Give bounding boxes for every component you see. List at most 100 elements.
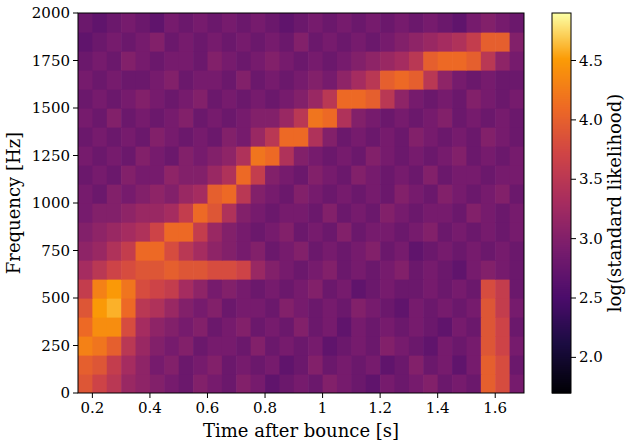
heatmap-cell	[92, 165, 107, 185]
heatmap-cell	[366, 355, 381, 375]
heatmap-cell	[78, 184, 93, 204]
heatmap-cell	[236, 32, 251, 52]
heatmap-cell	[308, 165, 323, 185]
heatmap-cell	[351, 279, 366, 299]
heatmap-cell	[510, 241, 524, 261]
heatmap-cell	[366, 222, 381, 242]
heatmap-cell	[466, 108, 481, 128]
heatmap-cell	[78, 374, 93, 393]
heatmap-cell	[366, 260, 381, 280]
heatmap-cell	[193, 13, 208, 33]
heatmap-cell	[207, 279, 222, 299]
heatmap-cell	[78, 32, 93, 52]
heatmap-cell	[279, 279, 294, 299]
heatmap-cell	[207, 203, 222, 223]
heatmap-cell	[409, 146, 424, 166]
heatmap-cell	[107, 13, 122, 33]
heatmap-cell	[380, 146, 395, 166]
heatmap-cell	[510, 146, 524, 166]
y-tick	[73, 203, 78, 204]
heatmap-cell	[136, 203, 151, 223]
heatmap-cell	[207, 165, 222, 185]
heatmap-cell	[222, 336, 237, 356]
heatmap-cell	[279, 51, 294, 71]
heatmap-cell	[294, 70, 309, 90]
heatmap-cell	[294, 374, 309, 393]
heatmap-cell	[452, 203, 467, 223]
heatmap-cell	[438, 32, 453, 52]
heatmap-cell	[136, 260, 151, 280]
y-tick	[73, 345, 78, 346]
heatmap-cell	[481, 260, 496, 280]
heatmap-cell	[207, 32, 222, 52]
heatmap-cell	[323, 355, 338, 375]
x-tick-label: 0.8	[253, 399, 277, 417]
heatmap-cell	[337, 260, 352, 280]
heatmap-cell	[136, 51, 151, 71]
heatmap-cell	[107, 298, 122, 318]
heatmap-cell	[481, 317, 496, 337]
heatmap-cell	[366, 336, 381, 356]
heatmap-cell	[481, 70, 496, 90]
heatmap-cell	[236, 279, 251, 299]
heatmap-cell	[222, 89, 237, 109]
heatmap-cell	[179, 13, 194, 33]
heatmap-cell	[294, 336, 309, 356]
heatmap-cell	[121, 32, 136, 52]
heatmap-cell	[351, 355, 366, 375]
heatmap-cell	[452, 298, 467, 318]
y-tick-label: 500	[41, 289, 70, 307]
heatmap-cell	[92, 108, 107, 128]
heatmap-cell	[294, 51, 309, 71]
heatmap-cell	[150, 70, 165, 90]
heatmap-cell	[193, 70, 208, 90]
heatmap-cell	[222, 146, 237, 166]
heatmap-cell	[308, 260, 323, 280]
heatmap-cell	[495, 241, 510, 261]
heatmap-cell	[78, 317, 93, 337]
heatmap-cell	[236, 70, 251, 90]
heatmap-cell	[279, 241, 294, 261]
heatmap-cell	[279, 13, 294, 33]
heatmap-cell	[366, 146, 381, 166]
heatmap-cell	[150, 260, 165, 280]
heatmap-cell	[179, 317, 194, 337]
heatmap-cell	[164, 298, 179, 318]
heatmap-cell	[438, 374, 453, 393]
heatmap-cell	[107, 222, 122, 242]
x-tick	[207, 393, 208, 398]
heatmap-cell	[265, 298, 280, 318]
heatmap-cell	[481, 298, 496, 318]
heatmap-cell	[510, 184, 524, 204]
heatmap-cell	[193, 165, 208, 185]
heatmap-cell	[193, 241, 208, 261]
heatmap-cell	[164, 184, 179, 204]
heatmap-cell	[466, 374, 481, 393]
heatmap-cell	[438, 108, 453, 128]
heatmap-cell	[78, 336, 93, 356]
heatmap-cell	[438, 279, 453, 299]
heatmap-cell	[366, 108, 381, 128]
heatmap-cell	[423, 127, 438, 147]
heatmap-cell	[150, 374, 165, 393]
heatmap-cell	[107, 260, 122, 280]
heatmap-cell	[308, 89, 323, 109]
heatmap-cell	[78, 146, 93, 166]
heatmap-cell	[409, 336, 424, 356]
heatmap-cell	[236, 13, 251, 33]
heatmap-cell	[193, 260, 208, 280]
heatmap-cell	[279, 32, 294, 52]
heatmap-cell	[251, 222, 266, 242]
heatmap-cell	[466, 279, 481, 299]
heatmap-cell	[423, 222, 438, 242]
heatmap-cell	[150, 336, 165, 356]
heatmap-cell	[452, 108, 467, 128]
heatmap-cell	[380, 89, 395, 109]
heatmap-cell	[279, 260, 294, 280]
heatmap-cell	[121, 13, 136, 33]
heatmap-cell	[452, 260, 467, 280]
heatmap-cell	[236, 222, 251, 242]
heatmap-cell	[380, 374, 395, 393]
heatmap-cell	[380, 165, 395, 185]
heatmap-cell	[481, 108, 496, 128]
